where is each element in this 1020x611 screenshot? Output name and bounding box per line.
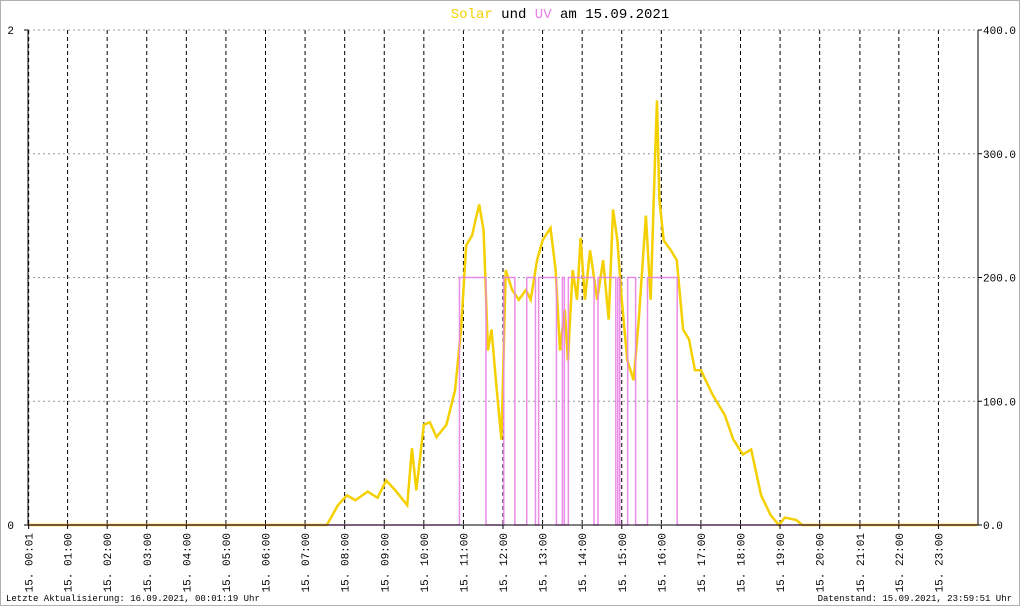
x-tick-label: 15. 09:00 bbox=[380, 533, 392, 592]
title-uv: UV bbox=[535, 7, 552, 23]
x-tick-label: 15. 20:00 bbox=[816, 533, 828, 592]
x-tick-label: 15. 17:00 bbox=[697, 533, 709, 592]
x-tick-label: 15. 07:00 bbox=[301, 533, 313, 592]
x-tick-label: 15. 04:00 bbox=[182, 533, 194, 592]
x-tick-label: 15. 14:00 bbox=[578, 533, 590, 592]
title-connector: und bbox=[501, 7, 526, 23]
x-tick-label: 15. 06:00 bbox=[262, 533, 274, 592]
x-tick-label: 15. 03:00 bbox=[143, 533, 155, 592]
axes: 15. 00:01 15. 01:00 15. 02:00 15. 03:00 15. … bbox=[7, 26, 1016, 592]
x-tick-label: 15. 22:00 bbox=[895, 533, 907, 592]
x-tick-label: 15. 12:00 bbox=[499, 533, 511, 592]
x-tick-label: 15. 15:00 bbox=[618, 533, 630, 592]
x-tick-label: 15. 10:00 bbox=[420, 533, 432, 592]
x-tick-label: 15. 01:00 bbox=[64, 533, 76, 592]
x-tick-label: 15. 02:00 bbox=[103, 533, 115, 592]
y2-tick-label: 300.0 bbox=[983, 150, 1016, 162]
y2-tick-label: 0.0 bbox=[983, 521, 1003, 533]
title-solar: Solar bbox=[451, 7, 493, 23]
x-tick-label: 15. 11:00 bbox=[459, 533, 471, 592]
x-tick-label: 15. 00:01 bbox=[25, 533, 37, 593]
x-tick-label: 15. 16:00 bbox=[657, 533, 669, 592]
footer-left: Letzte Aktualisierung: 16.09.2021, 00:01… bbox=[6, 594, 260, 604]
footer-right: Datenstand: 15.09.2021, 23:59:51 Uhr bbox=[818, 594, 1012, 604]
x-tick-label: 15. 19:00 bbox=[776, 533, 788, 592]
x-tick-label: 15. 08:00 bbox=[341, 533, 353, 592]
y2-tick-label: 100.0 bbox=[983, 397, 1016, 409]
y-tick-label: 0 bbox=[7, 521, 14, 533]
chart-title: Solar und UV am 15.09.2021 bbox=[451, 7, 669, 23]
y2-tick-label: 200.0 bbox=[983, 274, 1016, 286]
title-suffix: am 15.09.2021 bbox=[560, 7, 669, 23]
y2-tick-label: 400.0 bbox=[983, 26, 1016, 38]
y-tick-label: 2 bbox=[7, 26, 14, 38]
x-tick-label: 15. 13:00 bbox=[539, 533, 551, 592]
x-tick-label: 15. 18:00 bbox=[737, 533, 749, 592]
x-tick-label: 15. 21:01 bbox=[856, 533, 868, 593]
x-tick-label: 15. 23:00 bbox=[934, 533, 946, 592]
x-tick-label: 15. 05:00 bbox=[222, 533, 234, 592]
